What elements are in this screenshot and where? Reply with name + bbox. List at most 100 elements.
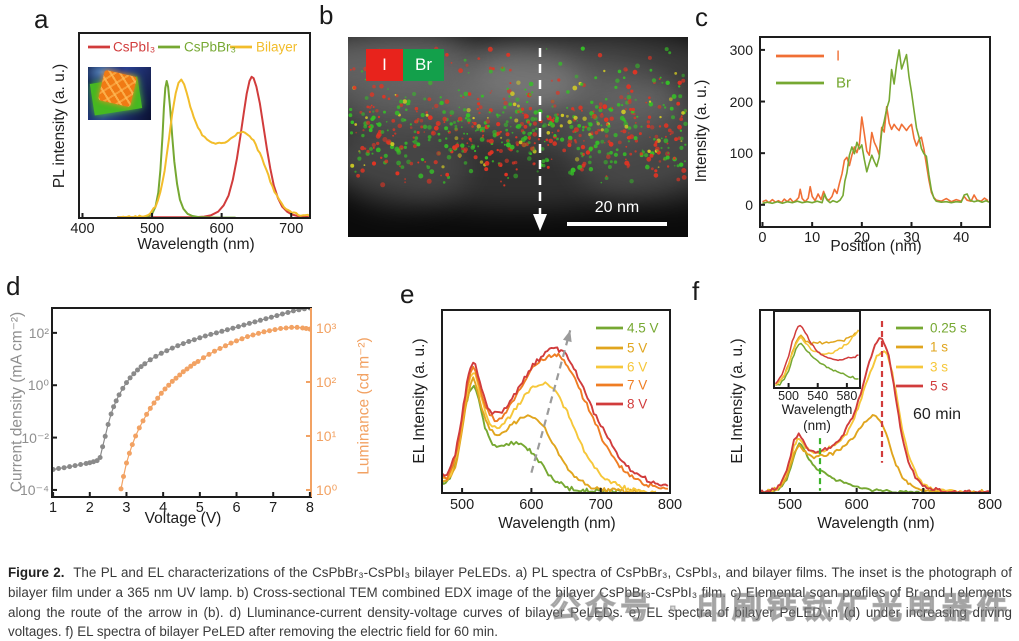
x-tick-label: 20 bbox=[853, 230, 870, 246]
figure-caption-label: Figure 2. bbox=[8, 565, 65, 581]
y-tick-label-right: 10⁰ bbox=[316, 481, 338, 498]
x-tick-label: 40 bbox=[953, 230, 970, 246]
panel-f-annotation: 60 min bbox=[913, 406, 962, 423]
x-tick-label: 800 bbox=[977, 497, 1003, 513]
chart-frame-c bbox=[759, 36, 991, 228]
series-Bilayer bbox=[117, 78, 309, 217]
series-6 V bbox=[443, 372, 657, 492]
series-1 s bbox=[761, 414, 989, 492]
legend-label: 8 V bbox=[627, 396, 648, 412]
x-tick-label: 500 bbox=[139, 221, 165, 237]
panel-f-inset-xlabel-line2: (nm) bbox=[803, 418, 831, 433]
bilayer-photo-inset bbox=[88, 67, 151, 120]
x-tick-label: 2 bbox=[85, 500, 94, 516]
edx-marker-iodine: I bbox=[366, 49, 403, 81]
series-Br bbox=[762, 49, 989, 205]
edx-image bbox=[348, 37, 688, 237]
y-tick-label-right: 10² bbox=[316, 373, 337, 390]
series-8 V bbox=[443, 346, 669, 487]
x-tick-label: 1 bbox=[49, 500, 58, 516]
x-tick-label: 0 bbox=[758, 230, 767, 246]
chart-frame-f bbox=[759, 309, 991, 494]
panel-d-label: d bbox=[6, 271, 21, 301]
x-tick-label: 700 bbox=[279, 221, 304, 237]
x-tick-label: 500 bbox=[778, 389, 799, 403]
legend-label: 3 s bbox=[930, 359, 949, 375]
x-tick-label: 30 bbox=[903, 230, 920, 246]
series-3 s bbox=[761, 350, 989, 492]
x-tick-label: 8 bbox=[305, 500, 314, 516]
panel-f-inset-xlabel-line1: Wavelength bbox=[781, 402, 853, 417]
x-tick-label: 4 bbox=[159, 500, 168, 516]
legend-label: 7 V bbox=[627, 377, 648, 393]
legend-label: Br bbox=[836, 74, 851, 92]
panel-e-ylabel: EL Intensity (a. u.) bbox=[411, 338, 428, 464]
y-tick-label-right: 10³ bbox=[316, 319, 337, 336]
panel-e-xlabel: Wavelength (nm) bbox=[498, 515, 616, 532]
chart-frame-d bbox=[51, 307, 312, 498]
x-tick-label: 500 bbox=[449, 497, 475, 513]
legend-label: 5 s bbox=[930, 378, 949, 394]
x-tick-label: 600 bbox=[519, 497, 544, 513]
panel-f-ylabel: EL Intensity (a. u.) bbox=[729, 338, 746, 464]
x-tick-label: 7 bbox=[269, 500, 278, 516]
series-4.5 V bbox=[443, 384, 622, 492]
x-tick-label: 10 bbox=[804, 230, 821, 246]
y-tick-label: 200 bbox=[729, 93, 753, 110]
panel-c-label: c bbox=[695, 2, 708, 32]
legend-label: 5 V bbox=[627, 340, 648, 356]
series-7 V bbox=[443, 352, 668, 490]
x-tick-label: 400 bbox=[70, 221, 95, 237]
legend-label: 0.25 s bbox=[930, 320, 967, 336]
x-tick-label: 5 bbox=[195, 500, 204, 516]
y-tick-label-left: 10⁻⁴ bbox=[20, 481, 49, 498]
legend-label: Bilayer bbox=[256, 39, 298, 55]
x-tick-label: 6 bbox=[232, 500, 241, 516]
x-tick-label: 580 bbox=[836, 389, 858, 403]
panel-d-xlabel: Voltage (V) bbox=[144, 510, 222, 527]
legend-label: 4.5 V bbox=[627, 320, 659, 336]
edx-marker-bromine: Br bbox=[403, 49, 444, 81]
chart-frame-a bbox=[78, 32, 311, 219]
y-tick-label: 0 bbox=[745, 196, 753, 213]
legend-label: CsPbBr₃ bbox=[184, 39, 237, 55]
panel-a-label: a bbox=[34, 4, 49, 34]
series-5 s bbox=[761, 337, 989, 492]
x-tick-label: 600 bbox=[209, 221, 234, 237]
y-tick-label: 300 bbox=[729, 41, 753, 58]
panel-c-xlabel: Position (nm) bbox=[830, 238, 922, 255]
legend-label: 6 V bbox=[627, 359, 648, 375]
series-5 s bbox=[775, 324, 859, 385]
y-tick-label-right: 10¹ bbox=[316, 427, 337, 444]
edx-scale-label: 20 nm bbox=[594, 199, 640, 216]
x-tick-label: 540 bbox=[807, 389, 829, 403]
figure-caption-text: The PL and EL characterizations of the C… bbox=[8, 565, 1012, 640]
edx-scale-bar bbox=[567, 222, 667, 226]
series-5 V bbox=[443, 376, 643, 492]
panel-f-xlabel: Wavelength (nm) bbox=[817, 515, 935, 532]
chart-frame-e bbox=[441, 309, 671, 494]
y-tick-label-left: 10⁻² bbox=[21, 429, 49, 446]
panel-b-label: b bbox=[319, 0, 334, 30]
panel-f-label: f bbox=[692, 276, 700, 306]
panel-a-ylabel: PL intensity (a. u.) bbox=[51, 63, 68, 189]
series-0.25 s bbox=[775, 342, 859, 387]
x-tick-label: 3 bbox=[122, 500, 131, 516]
x-tick-label: 500 bbox=[777, 497, 803, 513]
y-tick-label: 100 bbox=[729, 145, 753, 162]
panel-d-ylabel-right: Luminance (cd m⁻²) bbox=[355, 337, 373, 475]
x-tick-label: 800 bbox=[657, 497, 683, 513]
y-tick-label-left: 10⁰ bbox=[27, 377, 49, 394]
figure-caption: Figure 2. The PL and EL characterization… bbox=[8, 563, 1012, 641]
x-tick-label: 700 bbox=[911, 497, 936, 513]
y-tick-label-left: 10² bbox=[28, 324, 49, 341]
panel-a-xlabel: Wavelength (nm) bbox=[137, 236, 255, 253]
legend-label: I bbox=[836, 47, 841, 65]
panel-e-label: e bbox=[400, 279, 415, 309]
trend-arrow bbox=[530, 330, 572, 473]
legend-label: 1 s bbox=[930, 339, 949, 355]
legend-label: CsPbI₃ bbox=[113, 39, 156, 55]
series-I bbox=[762, 105, 989, 204]
x-tick-label: 700 bbox=[588, 497, 613, 513]
